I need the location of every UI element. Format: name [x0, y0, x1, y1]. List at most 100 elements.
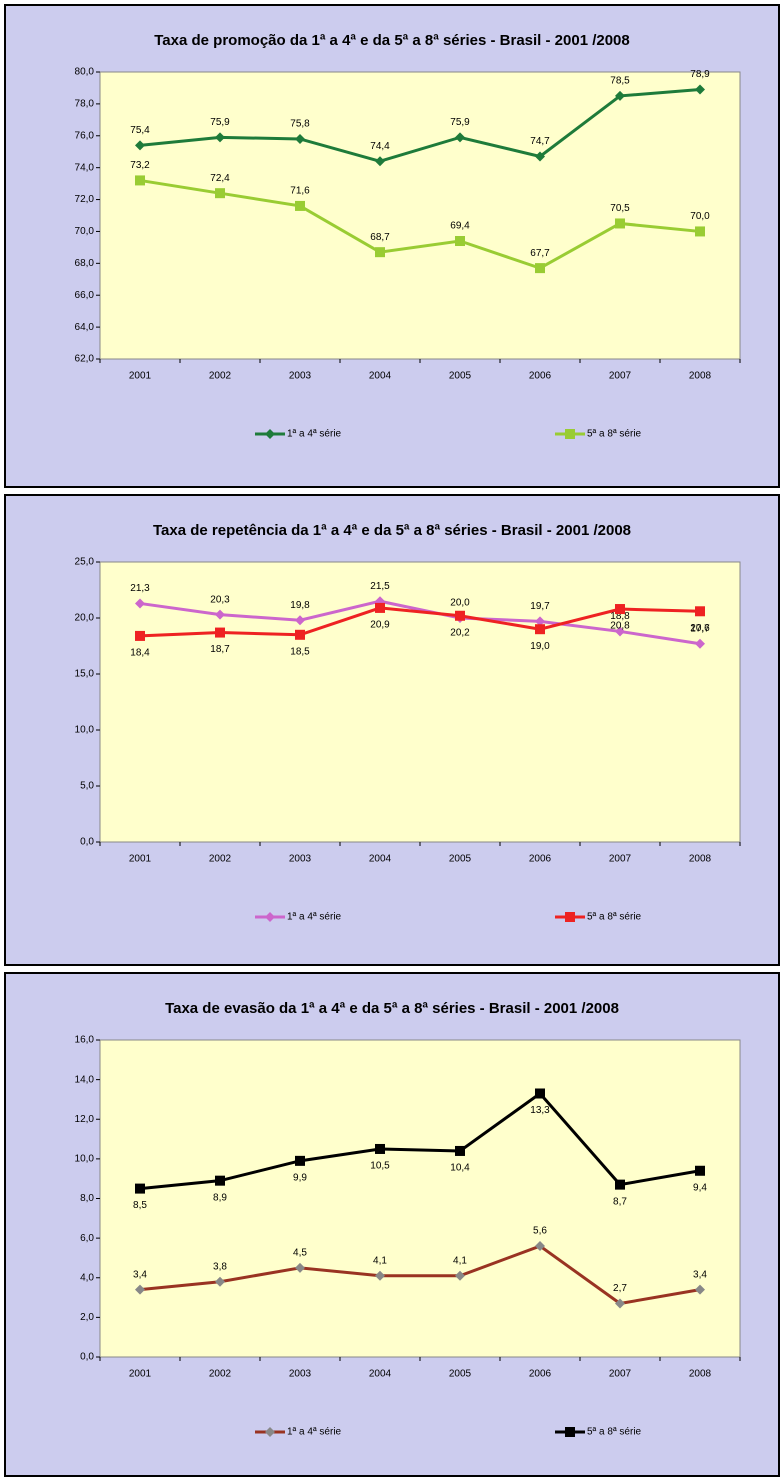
marker	[295, 200, 305, 211]
marker	[455, 132, 465, 143]
marker	[615, 1298, 625, 1309]
marker	[695, 226, 705, 237]
data-label: 4,5	[293, 1247, 307, 1258]
x-tick-label: 2005	[449, 371, 472, 382]
data-label: 17,7	[690, 623, 710, 634]
y-tick-label: 2,0	[80, 1312, 94, 1323]
marker	[535, 616, 545, 627]
chart-title: Taxa de promoção da 1ª a 4ª e da 5ª a 8ª…	[154, 32, 630, 49]
x-tick-label: 2004	[369, 854, 392, 865]
y-tick-label: 62,0	[75, 354, 95, 365]
data-label: 72,4	[210, 173, 230, 184]
data-label: 67,7	[530, 248, 550, 259]
y-tick-label: 20,0	[75, 613, 95, 624]
series-line	[139, 178, 701, 270]
marker	[215, 1276, 225, 1287]
legend-label: 1ª a 4ª série	[287, 429, 342, 440]
marker	[535, 1088, 545, 1099]
marker	[615, 604, 625, 615]
marker	[615, 90, 625, 101]
marker	[135, 140, 145, 151]
y-tick-label: 10,0	[75, 725, 95, 736]
data-label: 73,2	[130, 160, 150, 171]
x-tick-label: 2001	[129, 1369, 152, 1380]
marker	[375, 1143, 385, 1154]
marker	[265, 429, 275, 439]
legend-label: 1ª a 4ª série	[287, 1427, 342, 1438]
y-tick-label: 14,0	[75, 1074, 95, 1085]
series-line	[139, 606, 701, 638]
chart-title: Taxa de evasão da 1ª a 4ª e da 5ª a 8ª s…	[165, 1000, 619, 1017]
marker	[565, 912, 575, 922]
y-tick-label: 80,0	[75, 67, 95, 78]
data-label: 75,9	[210, 117, 230, 128]
data-label: 78,9	[690, 69, 710, 80]
marker	[295, 133, 305, 144]
marker	[295, 629, 305, 640]
x-tick-label: 2004	[369, 1369, 392, 1380]
marker	[455, 1270, 465, 1281]
marker	[135, 630, 145, 641]
y-tick-label: 78,0	[75, 99, 95, 110]
y-tick-label: 66,0	[75, 290, 95, 301]
legend-label: 5ª a 8ª série	[587, 1427, 642, 1438]
y-tick-label: 64,0	[75, 322, 95, 333]
data-label: 70,5	[610, 203, 630, 214]
data-label: 3,8	[213, 1261, 227, 1272]
data-label: 9,9	[293, 1172, 307, 1183]
data-label: 74,4	[370, 141, 390, 152]
series-line	[139, 88, 701, 163]
marker	[265, 1427, 275, 1437]
data-label: 21,3	[130, 583, 150, 594]
x-tick-label: 2007	[609, 371, 632, 382]
marker	[695, 606, 705, 617]
marker	[295, 1262, 305, 1273]
series-line	[139, 599, 701, 646]
marker	[375, 247, 385, 258]
marker	[565, 429, 575, 439]
data-label: 20,3	[210, 594, 230, 605]
marker	[215, 1175, 225, 1186]
marker	[535, 624, 545, 635]
x-tick-label: 2008	[689, 1369, 712, 1380]
data-label: 78,5	[610, 76, 630, 87]
marker	[695, 1165, 705, 1176]
marker	[455, 236, 465, 247]
plot-area	[99, 71, 741, 360]
x-tick-label: 2002	[209, 1369, 232, 1380]
marker	[535, 151, 545, 162]
data-label: 19,7	[530, 601, 550, 612]
data-label: 8,7	[613, 1196, 627, 1207]
marker	[455, 610, 465, 621]
legend-label: 5ª a 8ª série	[587, 429, 642, 440]
data-label: 75,8	[290, 119, 310, 130]
data-label: 75,4	[130, 125, 150, 136]
marker	[265, 912, 275, 922]
data-label: 70,0	[690, 211, 710, 222]
y-tick-label: 74,0	[75, 162, 95, 173]
data-label: 69,4	[450, 221, 470, 232]
marker	[295, 615, 305, 626]
data-label: 19,8	[290, 600, 310, 611]
y-tick-label: 70,0	[75, 226, 95, 237]
y-tick-label: 76,0	[75, 130, 95, 141]
x-tick-label: 2003	[289, 1369, 312, 1380]
marker	[695, 84, 705, 95]
plot-area	[99, 1039, 741, 1358]
data-label: 4,1	[373, 1255, 387, 1266]
data-label: 2,7	[613, 1283, 627, 1294]
marker	[135, 598, 145, 609]
marker	[295, 1155, 305, 1166]
data-label: 68,7	[370, 232, 390, 243]
y-tick-label: 0,0	[80, 837, 94, 848]
marker	[135, 175, 145, 186]
x-tick-label: 2002	[209, 854, 232, 865]
marker	[135, 1284, 145, 1295]
marker	[565, 1427, 575, 1437]
x-tick-label: 2006	[529, 854, 552, 865]
marker	[135, 1183, 145, 1194]
legend-label: 1ª a 4ª série	[287, 912, 342, 923]
x-tick-label: 2005	[449, 854, 472, 865]
y-tick-label: 5,0	[80, 781, 94, 792]
